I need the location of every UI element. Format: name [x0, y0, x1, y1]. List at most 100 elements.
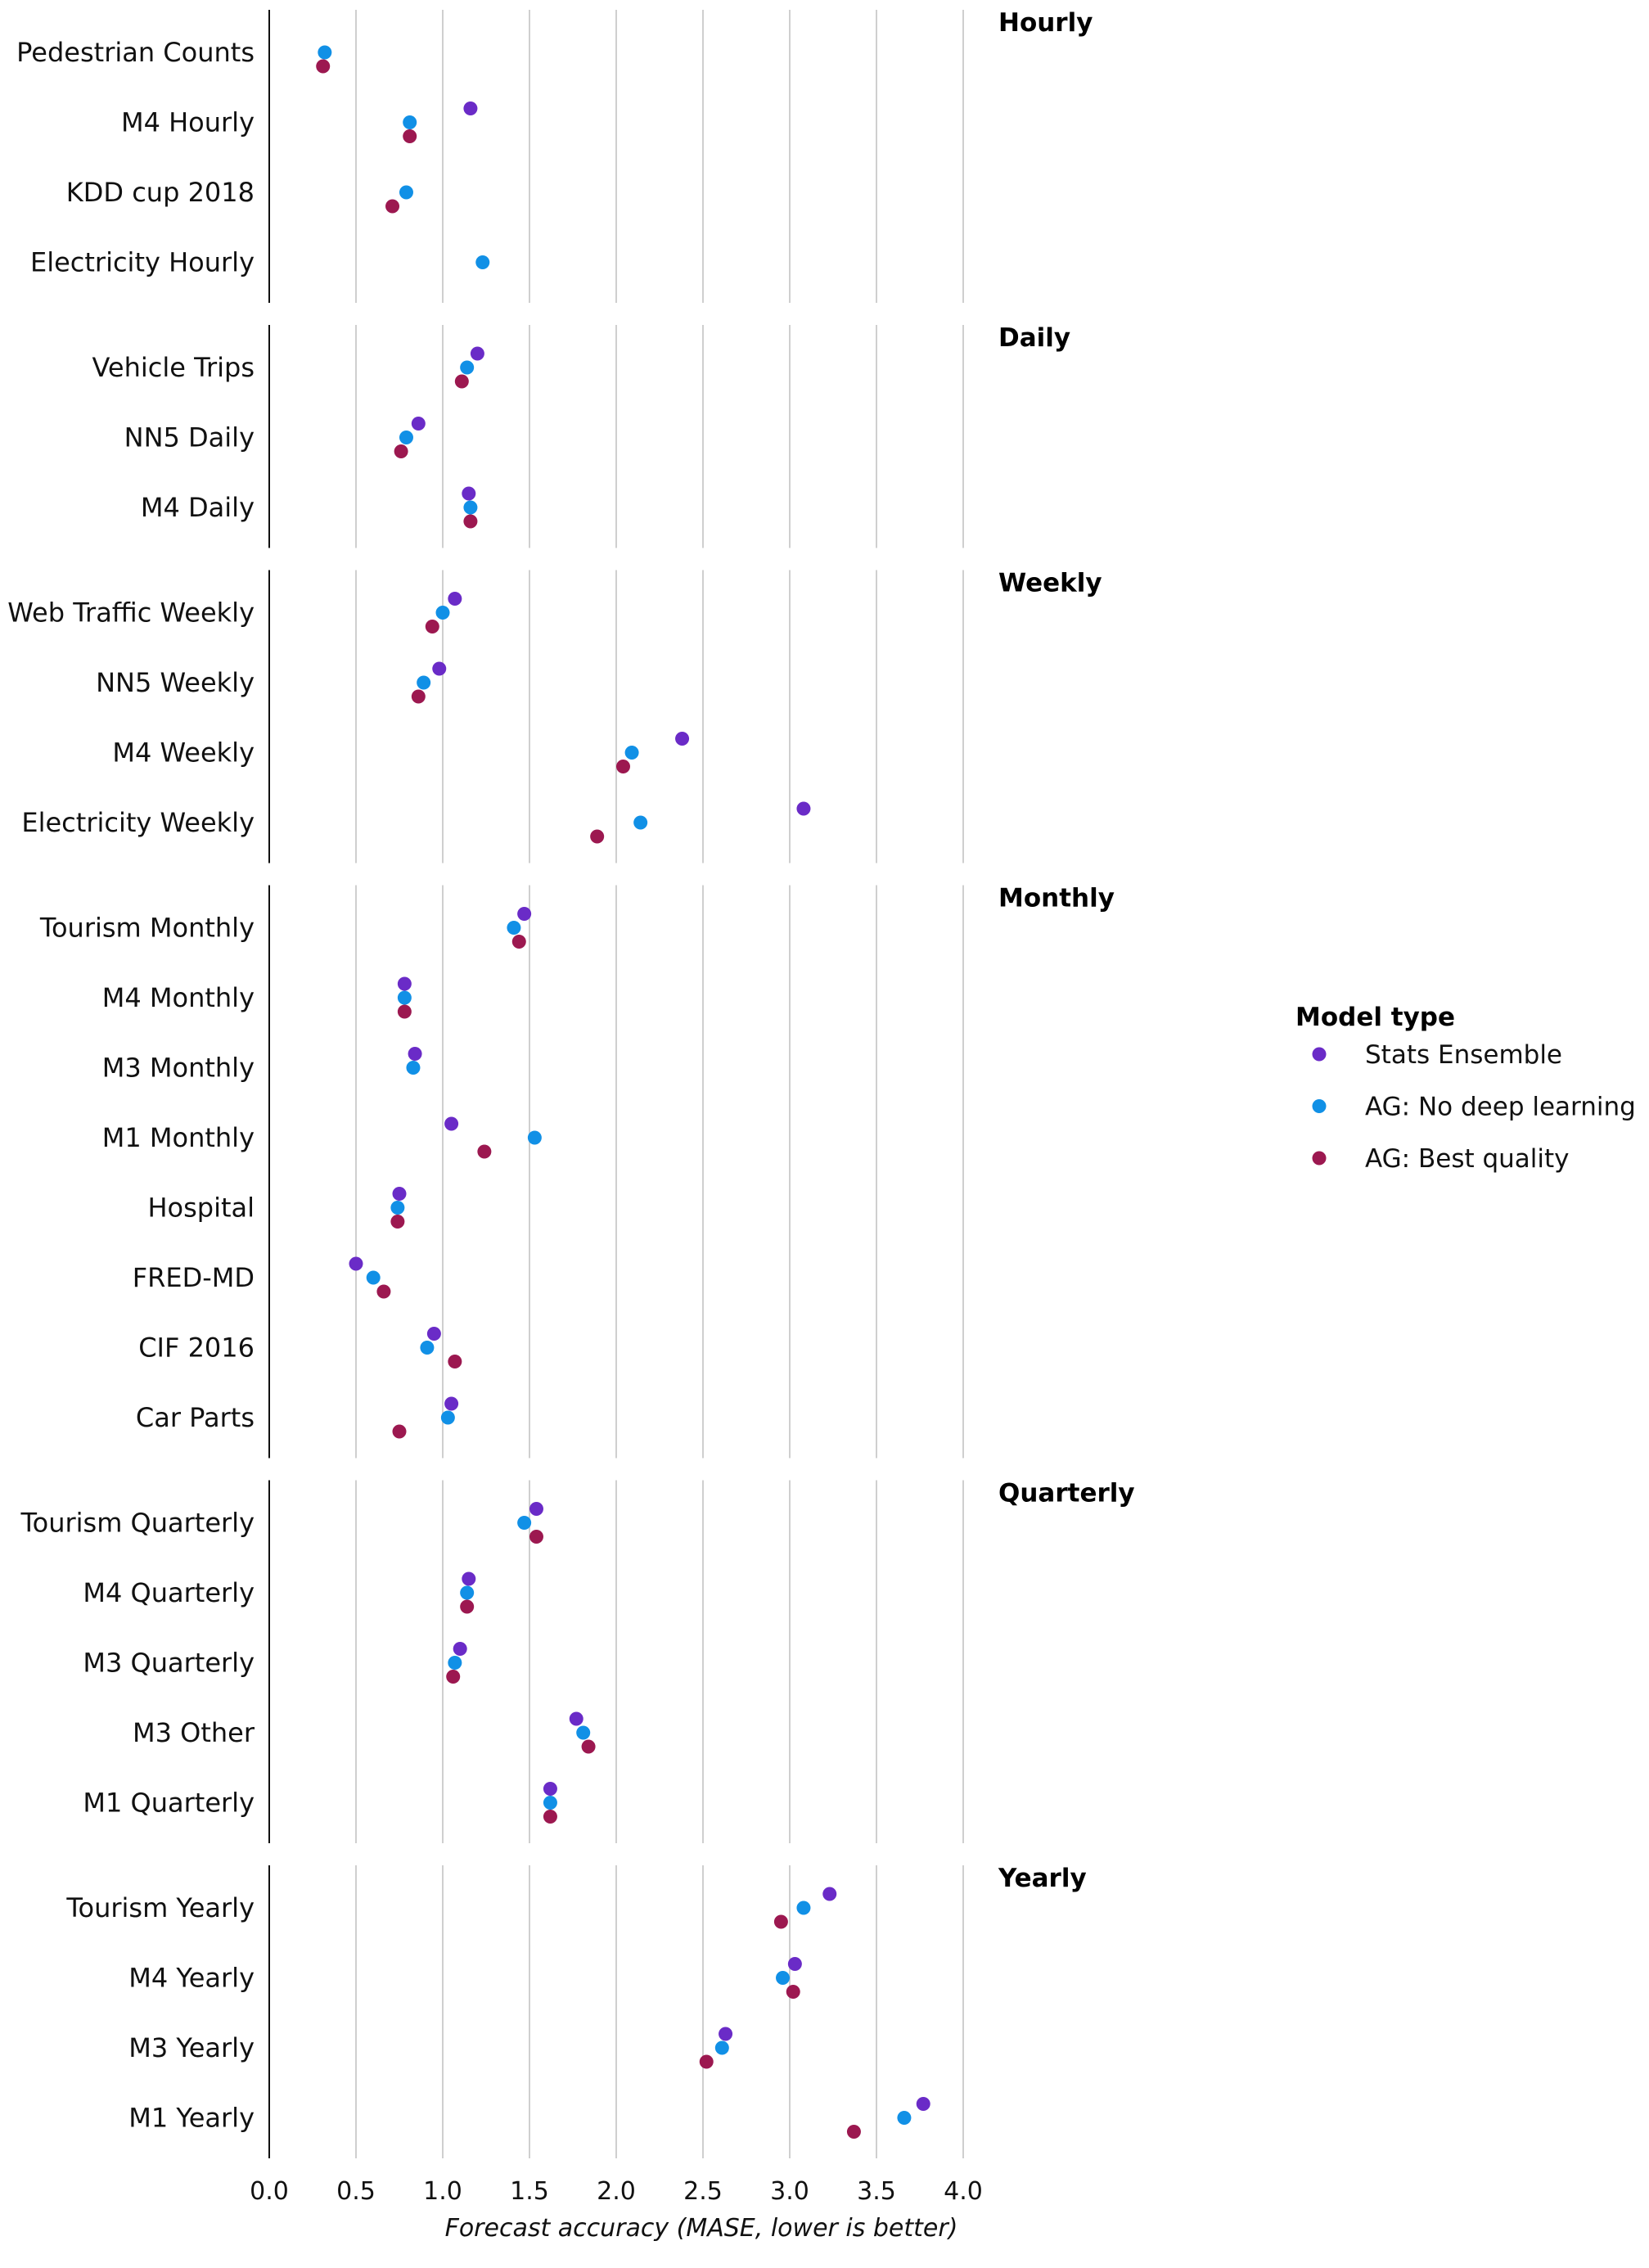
- data-point-ag-no-deep-learning: [448, 1656, 462, 1670]
- data-point-stats-ensemble: [569, 1711, 583, 1726]
- data-point-stats-ensemble: [675, 732, 690, 746]
- data-point-ag-best-quality: [786, 1985, 800, 1999]
- row-label: Tourism Quarterly: [20, 1508, 255, 1539]
- facet-panel-daily: Daily Vehicle Trips NN5 Daily M4 Daily: [92, 323, 1070, 548]
- data-point-ag-best-quality: [397, 1004, 412, 1019]
- row-label: Tourism Monthly: [39, 913, 255, 944]
- data-point-ag-no-deep-learning: [776, 1971, 791, 1985]
- row-label: NN5 Daily: [124, 422, 255, 453]
- x-tick-label: 0.5: [336, 2177, 376, 2206]
- data-point-stats-ensemble: [426, 1327, 441, 1341]
- data-point-stats-ensemble: [916, 2097, 930, 2111]
- data-point-ag-no-deep-learning: [507, 921, 521, 935]
- data-point-ag-no-deep-learning: [399, 185, 413, 200]
- data-point-ag-best-quality: [425, 620, 439, 634]
- x-tick-label: 2.0: [597, 2177, 636, 2206]
- data-point-stats-ensemble: [719, 2027, 733, 2041]
- data-point-ag-no-deep-learning: [417, 675, 431, 690]
- data-point-ag-best-quality: [376, 1284, 391, 1299]
- legend-label: Stats Ensemble: [1365, 1040, 1562, 1070]
- row-label: M4 Quarterly: [83, 1577, 255, 1608]
- row-label: M3 Quarterly: [83, 1648, 255, 1679]
- data-point-ag-no-deep-learning: [463, 500, 478, 515]
- data-point-ag-no-deep-learning: [399, 431, 413, 444]
- x-tick-label: 1.0: [423, 2177, 462, 2206]
- x-tick-label: 3.0: [770, 2177, 809, 2206]
- data-point-ag-best-quality: [477, 1144, 492, 1159]
- row-label: CIF 2016: [138, 1332, 255, 1364]
- facet-label: Quarterly: [998, 1479, 1135, 1508]
- data-point-ag-no-deep-learning: [517, 1516, 532, 1530]
- data-point-ag-best-quality: [699, 2054, 714, 2069]
- data-point-stats-ensemble: [408, 1047, 422, 1061]
- data-point-stats-ensemble: [529, 1502, 543, 1516]
- data-point-ag-no-deep-learning: [576, 1725, 591, 1740]
- facet-label: Monthly: [998, 884, 1115, 913]
- data-point-ag-best-quality: [385, 199, 400, 214]
- data-point-ag-no-deep-learning: [796, 1901, 811, 1915]
- facet-panel-quarterly: Quarterly Tourism Quarterly M4 Quarterly M3…: [20, 1479, 1135, 1843]
- data-point-stats-ensemble: [822, 1887, 837, 1901]
- row-label: M3 Yearly: [128, 2032, 255, 2063]
- data-point-stats-ensemble: [444, 1396, 459, 1411]
- data-point-ag-no-deep-learning: [440, 1410, 455, 1425]
- row-label: Tourism Yearly: [65, 1892, 255, 1923]
- data-point-stats-ensemble: [411, 417, 426, 431]
- data-point-ag-no-deep-learning: [366, 1270, 381, 1285]
- legend-items: Stats Ensemble AG: No deep learning AG: Be…: [1312, 1040, 1636, 1174]
- legend-title: Model type: [1295, 1003, 1455, 1032]
- data-point-ag-no-deep-learning: [714, 2040, 729, 2055]
- data-point-stats-ensemble: [444, 1116, 459, 1131]
- data-point-stats-ensemble: [463, 101, 478, 115]
- data-point-stats-ensemble: [796, 801, 811, 816]
- data-point-ag-best-quality: [394, 444, 408, 458]
- row-label: M1 Quarterly: [83, 1788, 255, 1819]
- data-point-ag-no-deep-learning: [403, 115, 417, 129]
- legend-item-ag-best-quality: AG: Best quality: [1312, 1144, 1570, 1174]
- data-point-stats-ensemble: [392, 1187, 407, 1201]
- facet-panel-weekly: Weekly Web Traffic Weekly NN5 Weekly M4 Wee…: [7, 569, 1102, 863]
- row-label: M1 Monthly: [102, 1122, 255, 1153]
- data-point-ag-no-deep-learning: [390, 1201, 405, 1215]
- facet-label: Weekly: [998, 569, 1102, 598]
- data-point-stats-ensemble: [787, 1957, 802, 1971]
- data-point-ag-best-quality: [581, 1739, 596, 1754]
- data-point-ag-best-quality: [446, 1670, 461, 1684]
- data-point-ag-best-quality: [390, 1215, 405, 1229]
- row-label: M4 Daily: [141, 492, 255, 523]
- legend: Model type Stats Ensemble AG: No deep lea…: [1295, 1003, 1636, 1174]
- data-point-ag-best-quality: [543, 1810, 557, 1824]
- row-label: M3 Monthly: [102, 1053, 255, 1084]
- row-label: M3 Other: [133, 1717, 255, 1748]
- row-label: M4 Yearly: [128, 1963, 255, 1994]
- data-point-ag-no-deep-learning: [420, 1341, 435, 1355]
- data-point-stats-ensemble: [432, 661, 447, 676]
- x-tick-label: 1.5: [510, 2177, 549, 2206]
- data-point-ag-no-deep-learning: [475, 255, 490, 269]
- data-point-ag-no-deep-learning: [624, 746, 639, 760]
- data-point-stats-ensemble: [470, 346, 484, 361]
- row-label: Web Traffic Weekly: [7, 597, 255, 629]
- facet-label: Yearly: [998, 1864, 1087, 1893]
- facet-panel-hourly: Hourly Pedestrian Counts M4 Hourly KDD cup …: [16, 8, 1093, 303]
- data-point-ag-no-deep-learning: [435, 606, 450, 620]
- data-point-ag-best-quality: [454, 374, 469, 389]
- row-label: KDD cup 2018: [66, 177, 255, 208]
- data-point-ag-no-deep-learning: [633, 815, 648, 830]
- data-point-stats-ensemble: [453, 1642, 467, 1656]
- x-axis-title: Forecast accuracy (MASE, lower is better…: [445, 2214, 958, 2243]
- data-point-ag-no-deep-learning: [397, 990, 412, 1005]
- x-tick-label: 3.5: [857, 2177, 896, 2206]
- legend-label: AG: No deep learning: [1365, 1093, 1636, 1122]
- data-point-ag-best-quality: [316, 59, 331, 74]
- row-label: Hospital: [147, 1193, 255, 1224]
- data-point-ag-best-quality: [403, 129, 417, 143]
- legend-marker: [1312, 1047, 1327, 1062]
- data-point-ag-no-deep-learning: [527, 1130, 542, 1145]
- row-label: NN5 Weekly: [96, 667, 255, 698]
- legend-item-stats-ensemble: Stats Ensemble: [1312, 1040, 1562, 1070]
- row-label: M4 Weekly: [112, 737, 255, 769]
- data-point-stats-ensemble: [543, 1782, 557, 1796]
- facet-panel-yearly: Yearly Tourism Yearly M4 Yearly M3 Yearly M1…: [65, 1864, 1087, 2158]
